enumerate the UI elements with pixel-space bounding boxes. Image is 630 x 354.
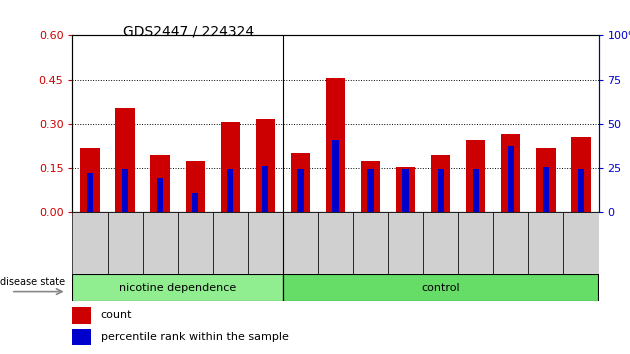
Bar (493, 212, 529, 274)
Text: count: count (101, 310, 132, 320)
Text: control: control (421, 282, 460, 293)
Bar (186, 161, 205, 212)
Bar (353, 212, 388, 274)
Text: percentile rank within the sample: percentile rank within the sample (101, 332, 289, 342)
Bar (178, 212, 213, 274)
Bar (529, 212, 563, 274)
Bar (157, 178, 163, 212)
Bar (213, 212, 248, 274)
Bar (501, 134, 520, 212)
Bar (262, 166, 268, 212)
Bar (192, 193, 198, 212)
Bar (403, 169, 409, 212)
Bar (72, 212, 108, 274)
Bar (437, 169, 444, 212)
Bar (108, 212, 142, 274)
Bar (291, 153, 310, 212)
Text: disease state: disease state (0, 277, 65, 287)
Bar (423, 212, 458, 274)
Bar (283, 274, 598, 301)
Bar (297, 169, 304, 212)
Bar (115, 108, 135, 212)
Bar (571, 137, 590, 212)
Bar (542, 167, 549, 212)
Bar (536, 148, 556, 212)
Bar (563, 212, 598, 274)
Bar (396, 167, 415, 212)
Bar (122, 169, 129, 212)
Bar (332, 140, 339, 212)
Bar (283, 212, 318, 274)
Bar (508, 146, 514, 212)
Text: nicotine dependence: nicotine dependence (119, 282, 236, 293)
Bar (388, 212, 423, 274)
Bar (72, 307, 91, 324)
Bar (326, 78, 345, 212)
Bar (227, 169, 234, 212)
Bar (256, 119, 275, 212)
Bar (431, 155, 450, 212)
Bar (142, 212, 178, 274)
Bar (578, 169, 584, 212)
Bar (248, 212, 283, 274)
Bar (151, 155, 169, 212)
Bar (367, 169, 374, 212)
Bar (361, 161, 380, 212)
Bar (72, 329, 91, 345)
Bar (72, 274, 283, 301)
Bar (220, 122, 240, 212)
Bar (472, 169, 479, 212)
Bar (81, 148, 100, 212)
Text: GDS2447 / 224324: GDS2447 / 224324 (123, 25, 255, 39)
Bar (318, 212, 353, 274)
Bar (458, 212, 493, 274)
Bar (87, 173, 93, 212)
Bar (466, 140, 485, 212)
